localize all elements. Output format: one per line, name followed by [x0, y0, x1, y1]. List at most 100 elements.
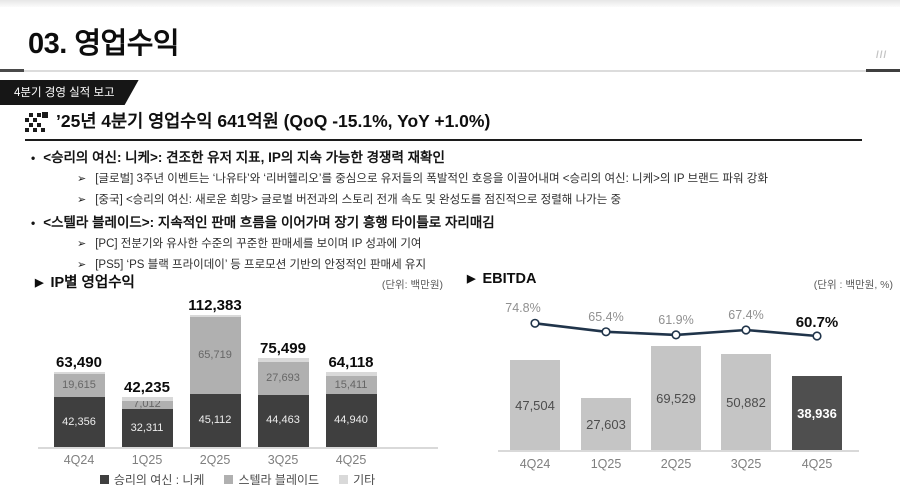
bar-segment-etc — [53, 372, 105, 375]
bar-segment-nike: 44,940 — [325, 394, 377, 447]
line-marker — [601, 327, 611, 337]
bar-total-label: 42,235 — [124, 379, 170, 397]
bar-total-label: 64,118 — [328, 353, 374, 371]
bar-segment-stella: 7,012 — [121, 398, 173, 411]
triangle-icon: ▶ — [35, 277, 44, 289]
x-axis-label: 4Q25 — [801, 457, 833, 471]
top-band — [0, 0, 900, 7]
chart-ip-revenue-title-text: IP별 영업수익 — [50, 275, 135, 291]
x-axis-label: 1Q25 — [131, 453, 163, 467]
x-axis-label: 4Q24 — [63, 453, 95, 467]
chart-ebitda-title: ▶ EBITDA — [467, 271, 536, 287]
bar-value-label: 44,463 — [266, 414, 300, 427]
bar-segment-etc — [325, 371, 377, 376]
chart-ebitda-unit: (단위 : 백만원, %) — [813, 279, 893, 291]
x-axis-label: 4Q25 — [335, 453, 367, 467]
bar-value-label: 44,940 — [334, 414, 368, 427]
x-axis-label: 2Q25 — [199, 453, 231, 467]
title-rule-accent-left — [0, 69, 24, 72]
bar-value-label: 65,719 — [198, 348, 232, 361]
bullet-sub-item: ➢ [글로벌] 3주년 이벤트는 ‘나유타’와 ‘리버헬리오’를 중심으로 유저들… — [25, 172, 887, 186]
x-axis-label: 3Q25 — [267, 453, 299, 467]
bullet-dot-icon: • — [31, 216, 36, 230]
page-title: 03. 영업수익 — [28, 28, 180, 60]
bar-segment-stella: 27,693 — [257, 362, 309, 395]
ebitda-value-label: 38,936 — [797, 406, 837, 421]
ebitda-bar — [510, 360, 560, 450]
legend-item-nike: 승리의 여신 : 니케 — [99, 471, 205, 485]
x-axis-label: 4Q24 — [519, 457, 551, 471]
bar-value-label: 19,615 — [62, 379, 96, 392]
bullet-group-2: • <스텔라 블레이드>: 지속적인 판매 흐름을 이어가며 장기 흥행 타이틀로… — [25, 214, 887, 272]
legend-swatch — [224, 475, 234, 484]
bullet-dot-icon: • — [31, 151, 36, 165]
bullet-sub-text: [PC] 전분기와 유사한 수준의 꾸준한 판매세를 보이며 IP 성과에 기여 — [95, 238, 422, 250]
legend-label: 승리의 여신 : 니케 — [113, 473, 205, 485]
headline-underline — [25, 139, 862, 141]
x-axis-label: 1Q25 — [590, 457, 622, 471]
chart-ip-revenue-title: ▶ IP별 영업수익 — [35, 271, 135, 292]
bar-value-label: 27,693 — [266, 371, 300, 384]
chart-ip-revenue: ▶ IP별 영업수익 (단위: 백만원) 42,356 19,615 63,490 4Q… — [30, 268, 445, 485]
bar-value-label: 45,112 — [198, 413, 232, 426]
checker-logo-icon — [25, 112, 48, 132]
bar-value-label: 7,012 — [133, 398, 161, 411]
line-percent-label: 60.7% — [795, 314, 839, 331]
hatch-watermark-icon: /// — [876, 50, 888, 61]
chart-ip-revenue-unit: (단위: 백만원) — [381, 279, 443, 291]
headline: ’25년 4분기 영업수익 641억원 (QoQ -15.1%, YoY +1.… — [56, 111, 491, 131]
ebitda-value-label: 47,504 — [515, 398, 555, 413]
legend-label: 기타 — [353, 473, 376, 485]
ebitda-value-label: 50,882 — [726, 395, 766, 410]
title-rule-accent-right — [866, 69, 900, 72]
arrowhead-icon: ➢ — [77, 173, 87, 185]
bullet-title: • <승리의 여신: 니케>: 견조한 유저 지표, IP의 지속 가능한 경쟁력… — [25, 149, 887, 167]
title-rule — [0, 70, 900, 72]
bar-value-label: 42,356 — [62, 415, 96, 428]
bar-value-label: 15,411 — [334, 378, 368, 391]
line-percent-label: 67.4% — [728, 308, 764, 322]
legend-item-etc: 기타 — [339, 471, 375, 485]
bullet-title: • <스텔라 블레이드>: 지속적인 판매 흐름을 이어가며 장기 흥행 타이틀로… — [25, 214, 887, 232]
x-axis-line — [498, 450, 859, 452]
bullet-group-1: • <승리의 여신: 니케>: 견조한 유저 지표, IP의 지속 가능한 경쟁력… — [25, 149, 887, 207]
bar-segment-etc — [257, 358, 309, 363]
legend-item-stella: 스텔라 블레이드 — [224, 471, 319, 485]
bullet-list: • <승리의 여신: 니케>: 견조한 유저 지표, IP의 지속 가능한 경쟁력… — [25, 146, 887, 279]
legend-swatch — [99, 475, 109, 484]
ebitda-bar — [651, 346, 701, 450]
arrowhead-icon: ➢ — [77, 259, 87, 271]
bar-segment-etc — [121, 397, 173, 401]
chart-ebitda: ▶ EBITDA (단위 : 백만원, %) 47,504 4Q24 27,603 1Q… — [462, 268, 895, 485]
ebitda-value-label: 69,529 — [656, 391, 696, 406]
bullet-sub-text: [글로벌] 3주년 이벤트는 ‘나유타’와 ‘리버헬리오’를 중심으로 유저들의… — [95, 173, 768, 185]
bar-total-label: 112,383 — [188, 296, 242, 314]
x-axis-label: 3Q25 — [730, 457, 762, 471]
bar-total-label: 63,490 — [56, 354, 102, 372]
bullet-sub-text: [PS5] ‘PS 블랙 프라이데이’ 등 프로모션 기반의 안정적인 판매세 … — [95, 259, 427, 271]
bullet-sub-text: [중국] <승리의 여신: 새로운 희망> 글로벌 버전과의 스토리 전개 속도… — [95, 194, 622, 206]
x-axis-label: 2Q25 — [660, 457, 692, 471]
bar-segment-etc — [189, 314, 241, 317]
bar-total-label: 75,499 — [260, 340, 306, 358]
bar-segment-nike: 32,311 — [121, 409, 173, 447]
bullet-sub-item: ➢ [중국] <승리의 여신: 새로운 희망> 글로벌 버전과의 스토리 전개 속… — [25, 193, 887, 207]
ebitda-bar — [792, 376, 842, 450]
ebitda-bar — [721, 354, 771, 450]
bullet-sub-item: ➢ [PC] 전분기와 유사한 수준의 꾸준한 판매세를 보이며 IP 성과에 기… — [25, 237, 887, 251]
triangle-icon: ▶ — [467, 273, 476, 285]
bar-value-label: 32,311 — [130, 421, 164, 434]
chart-ebitda-title-text: EBITDA — [482, 271, 537, 287]
arrowhead-icon: ➢ — [77, 194, 87, 206]
chart-legend: 승리의 여신 : 니케 스텔라 블레이드 기타 — [30, 471, 445, 485]
report-badge: 4분기 경영 실적 보고 — [0, 80, 139, 105]
bullet-sub-item: ➢ [PS5] ‘PS 블랙 프라이데이’ 등 프로모션 기반의 안정적인 판매세… — [25, 258, 887, 272]
legend-swatch — [339, 475, 349, 484]
line-marker — [741, 325, 751, 335]
bar-segment-nike: 44,463 — [257, 394, 309, 447]
bar-segment-nike: 42,356 — [53, 397, 105, 447]
bar-segment-stella: 15,411 — [325, 376, 377, 395]
line-percent-label: 61.9% — [658, 312, 694, 327]
line-marker — [671, 330, 681, 340]
bar-segment-stella: 65,719 — [189, 316, 241, 394]
